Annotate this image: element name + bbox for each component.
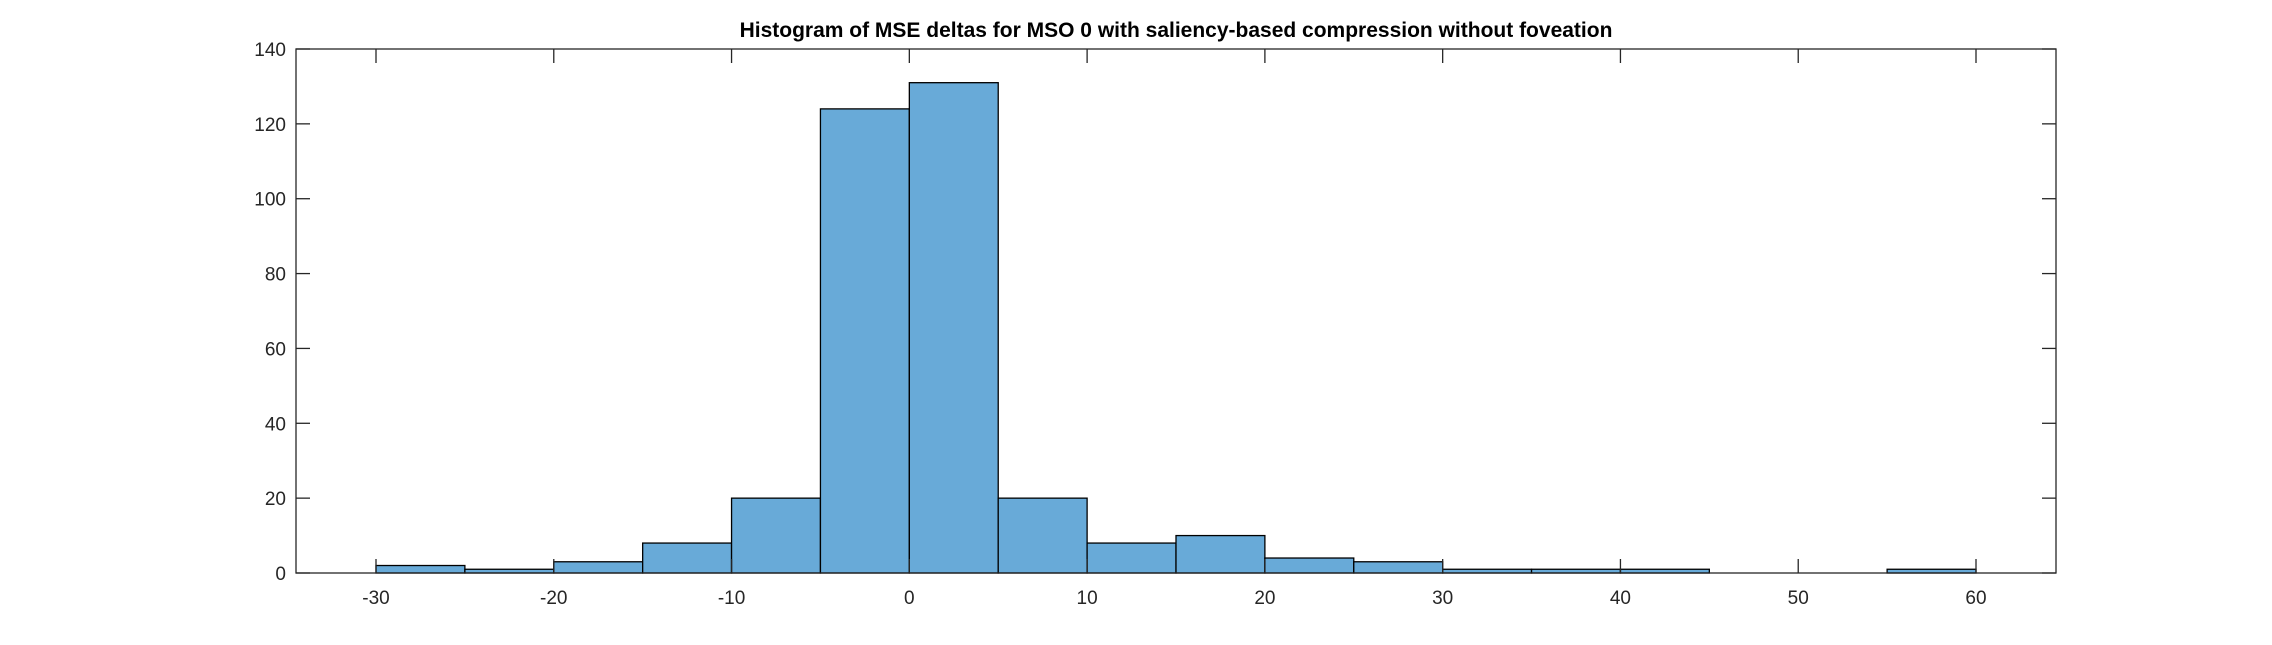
histogram-bar [819, 108, 910, 574]
chart-title: Histogram of MSE deltas for MSO 0 with s… [740, 19, 1613, 42]
x-tick-label: 10 [1077, 588, 1098, 609]
y-tick-label: 60 [265, 339, 286, 360]
histogram-bar [1353, 561, 1444, 574]
histogram-bar [908, 82, 999, 574]
histogram-bar [375, 564, 466, 574]
ticks-layer [296, 48, 2056, 574]
x-tick-label: 0 [904, 588, 915, 609]
x-tick-label: 60 [1965, 588, 1986, 609]
bars-layer [375, 82, 1977, 574]
histogram-bar [1086, 542, 1177, 574]
histogram-bar [553, 561, 644, 574]
histogram-bar [1175, 534, 1266, 574]
histogram-bar [997, 497, 1088, 574]
x-tick-label: -10 [718, 588, 745, 609]
y-tick-label: 120 [254, 115, 286, 136]
y-tick-label: 140 [254, 40, 286, 61]
histogram-bar [1264, 557, 1355, 574]
y-tick-label: 0 [275, 564, 286, 585]
x-tick-label: 40 [1610, 588, 1631, 609]
tick-labels-layer: -30 -20 -10 0 10 20 30 40 50 60 0 20 40 60 80 100 120 140 [254, 40, 1986, 609]
y-tick-label: 20 [265, 489, 286, 510]
axes-frame [295, 48, 2057, 574]
x-tick-label: 20 [1254, 588, 1275, 609]
x-tick-label: 30 [1432, 588, 1453, 609]
x-tick-label: 50 [1788, 588, 1809, 609]
histogram-bar [730, 497, 822, 574]
y-tick-label: 80 [265, 265, 286, 286]
x-tick-label: -30 [362, 588, 389, 609]
histogram-bar [642, 542, 733, 574]
y-tick-label: 100 [254, 190, 286, 211]
x-tick-label: -20 [540, 588, 567, 609]
y-tick-label: 40 [265, 414, 286, 435]
